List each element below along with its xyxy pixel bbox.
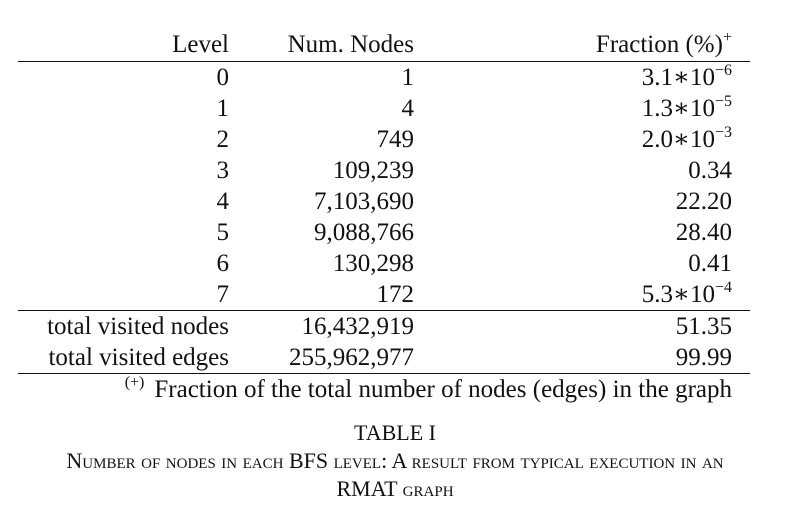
num-nodes-cell: 749: [376, 126, 415, 153]
table-header: Level Num. Nodes Fraction (%)+: [18, 28, 750, 62]
num-nodes-cell: 109,239: [332, 157, 414, 184]
table-row: 2 749 2.0∗10−3: [18, 124, 750, 155]
header-num-nodes: Num. Nodes: [287, 31, 414, 58]
num-nodes-cell: 4: [401, 95, 415, 122]
total-num: 255,962,977: [239, 342, 414, 374]
fraction-value: 28.40: [675, 219, 732, 246]
level-cell: 0: [216, 64, 230, 91]
bfs-level-table-container: Level Num. Nodes Fraction (%)+ 0 1 3.1∗1…: [18, 28, 750, 406]
fraction-value: 0.34: [688, 157, 732, 184]
fraction-value: 22.20: [675, 188, 732, 215]
table-row: 6 130,298 0.41: [18, 248, 750, 279]
fraction-value: 5.3∗10: [641, 281, 715, 308]
table-row: 7 172 5.3∗10−4: [18, 279, 750, 311]
header-fraction: Fraction (%)+: [414, 28, 750, 62]
level-cell: 6: [216, 250, 230, 277]
fraction-cell: 3.1∗10−6: [414, 62, 750, 94]
table-row: 0 1 3.1∗10−6: [18, 62, 750, 94]
level-rows: 0 1 3.1∗10−6 1 4 1.3∗10−5 2 749 2.0∗10−3…: [18, 62, 750, 374]
total-label: total visited nodes: [18, 310, 239, 342]
fraction-cell: 0.41: [414, 248, 750, 279]
fraction-value: 2.0∗10: [641, 126, 715, 153]
fraction-cell: 2.0∗10−3: [414, 124, 750, 155]
table-row: 1 4 1.3∗10−5: [18, 93, 750, 124]
num-nodes-cell: 9,088,766: [314, 219, 414, 246]
totals-row-nodes: total visited nodes 16,432,919 51.35: [18, 310, 750, 342]
fraction-cell: 0.34: [414, 155, 750, 186]
footnote-mark: (+): [124, 374, 145, 391]
header-row: Level Num. Nodes Fraction (%)+: [18, 28, 750, 62]
num-nodes-cell: 1: [401, 64, 415, 91]
fraction-cell: 5.3∗10−4: [414, 279, 750, 311]
total-num: 16,432,919: [239, 310, 414, 342]
num-nodes-cell: 7,103,690: [314, 188, 414, 215]
level-cell: 2: [216, 126, 230, 153]
table-caption-label: TABLE I: [354, 420, 436, 445]
fraction-exponent: −3: [714, 124, 732, 141]
header-fraction-plus: +: [722, 29, 732, 46]
fraction-exponent: −6: [714, 62, 732, 79]
table-row: 5 9,088,766 28.40: [18, 217, 750, 248]
num-nodes-cell: 130,298: [332, 250, 414, 277]
table-footnote: (+) Fraction of the total number of nodes…: [18, 374, 750, 406]
fraction-value: 0.41: [688, 250, 732, 277]
header-level: Level: [172, 31, 229, 58]
fraction-cell: 28.40: [414, 217, 750, 248]
fraction-exponent: −4: [714, 279, 732, 296]
num-nodes-cell: 172: [376, 281, 415, 308]
fraction-cell: 1.3∗10−5: [414, 93, 750, 124]
bfs-level-table: Level Num. Nodes Fraction (%)+ 0 1 3.1∗1…: [18, 28, 750, 374]
table-caption-text: Number of nodes in each BFS level: A res…: [66, 448, 724, 501]
fraction-value: 3.1∗10: [641, 64, 715, 91]
fraction-cell: 22.20: [414, 186, 750, 217]
footnote-text: Fraction of the total number of nodes (e…: [154, 376, 732, 403]
level-cell: 7: [216, 281, 230, 308]
level-cell: 1: [216, 95, 230, 122]
total-label: total visited edges: [18, 342, 239, 374]
level-cell: 4: [216, 188, 230, 215]
total-fraction: 51.35: [414, 310, 750, 342]
header-fraction-label: Fraction (%): [595, 31, 723, 58]
table-row: 3 109,239 0.34: [18, 155, 750, 186]
total-fraction: 99.99: [414, 342, 750, 374]
totals-row-edges: total visited edges 255,962,977 99.99: [18, 342, 750, 374]
fraction-exponent: −5: [714, 93, 732, 110]
level-cell: 5: [216, 219, 230, 246]
fraction-value: 1.3∗10: [641, 95, 715, 122]
level-cell: 3: [216, 157, 230, 184]
table-row: 4 7,103,690 22.20: [18, 186, 750, 217]
